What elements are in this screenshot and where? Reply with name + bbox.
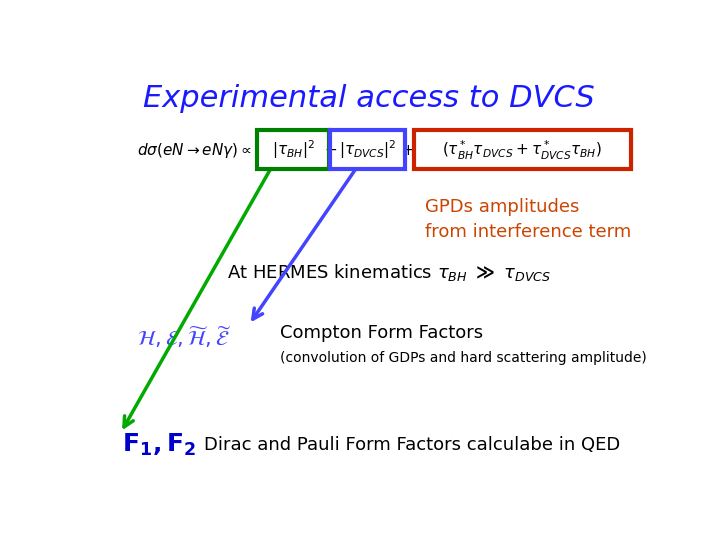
- Text: $d\sigma(eN \rightarrow eN\gamma) \propto$: $d\sigma(eN \rightarrow eN\gamma) \propt…: [138, 140, 252, 159]
- Text: (convolution of GDPs and hard scattering amplitude): (convolution of GDPs and hard scattering…: [280, 351, 647, 365]
- Text: $+$: $+$: [402, 143, 415, 158]
- Text: Dirac and Pauli Form Factors calculabe in QED: Dirac and Pauli Form Factors calculabe i…: [204, 436, 621, 454]
- Text: $\mathbf{F_1, F_2}$: $\mathbf{F_1, F_2}$: [122, 432, 197, 458]
- Text: $|\tau_{BH}|^2$: $|\tau_{BH}|^2$: [272, 139, 315, 161]
- Text: Compton Form Factors: Compton Form Factors: [280, 324, 483, 342]
- Text: $\mathcal{H}, \mathcal{E}, \widetilde{\mathcal{H}}, \widetilde{\mathcal{E}}$: $\mathcal{H}, \mathcal{E}, \widetilde{\m…: [138, 324, 231, 350]
- Text: Experimental access to DVCS: Experimental access to DVCS: [143, 84, 595, 112]
- Text: GPDs amplitudes
from interference term: GPDs amplitudes from interference term: [425, 198, 631, 241]
- Text: $+$: $+$: [325, 143, 338, 158]
- Text: $|\tau_{DVCS}|^2$: $|\tau_{DVCS}|^2$: [339, 139, 397, 161]
- Text: $(\tau^*_{BH}\tau_{DVCS} + \tau^*_{DVCS}\tau_{BH})$: $(\tau^*_{BH}\tau_{DVCS} + \tau^*_{DVCS}…: [443, 138, 603, 161]
- Text: At HERMES kinematics $\tau_{BH}$ $\mathbf{\gg}$ $\tau_{DVCS}$: At HERMES kinematics $\tau_{BH}$ $\mathb…: [227, 262, 551, 283]
